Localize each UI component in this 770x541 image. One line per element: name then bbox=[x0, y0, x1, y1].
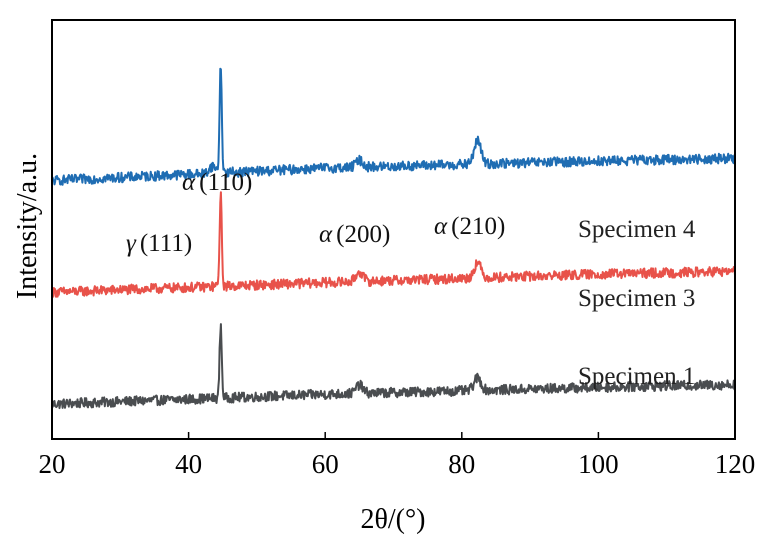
x-axis-ticks: 20 40 60 80 100 120 bbox=[39, 432, 756, 479]
plot-series bbox=[51, 67, 736, 410]
series-line-specimen-3 bbox=[51, 191, 736, 299]
annotation-gamma-111: γ (111) bbox=[126, 230, 192, 257]
y-axis-title: Intensity/a.u. bbox=[12, 153, 43, 299]
x-tick-label-40: 40 bbox=[175, 449, 202, 479]
x-axis-title: 2θ/(°) bbox=[360, 504, 425, 535]
series-label-specimen-1: Specimen 1 bbox=[578, 363, 695, 390]
annotation-alpha-200: α (200) bbox=[319, 221, 390, 248]
series-line-specimen-4 bbox=[51, 67, 736, 186]
x-tick-label-20: 20 bbox=[39, 449, 66, 479]
annotation-alpha-210: α (210) bbox=[434, 213, 505, 240]
x-tick-label-60: 60 bbox=[312, 449, 339, 479]
peak-annotations: γ (111) α (110) α (200) α (210) bbox=[126, 169, 505, 257]
series-line-specimen-1 bbox=[51, 323, 736, 410]
series-label-specimen-3: Specimen 3 bbox=[578, 285, 695, 312]
x-tick-label-120: 120 bbox=[715, 449, 756, 479]
series-labels: Specimen 4 Specimen 3 Specimen 1 bbox=[578, 216, 696, 390]
x-tick-label-100: 100 bbox=[578, 449, 619, 479]
x-tick-label-80: 80 bbox=[448, 449, 475, 479]
series-label-specimen-4: Specimen 4 bbox=[578, 216, 696, 243]
annotation-alpha-110: α (110) bbox=[182, 169, 252, 196]
plot-frame bbox=[51, 19, 736, 440]
